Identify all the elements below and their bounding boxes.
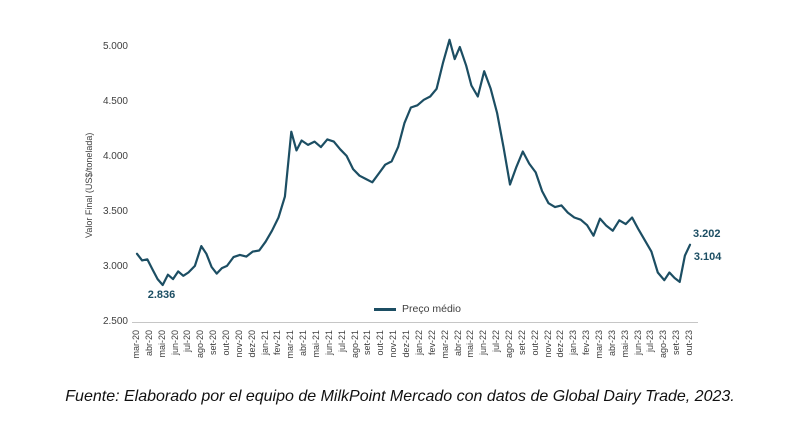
y-tick-label: 2.500 [102, 316, 128, 327]
x-tick-label: abr-22 [452, 330, 463, 357]
y-tick-label: 4.000 [102, 151, 128, 162]
x-tick-label: mai-22 [465, 330, 476, 358]
x-tick-label: abr-23 [606, 330, 617, 357]
x-tick-label: abr-20 [143, 330, 154, 357]
x-tick-label: mar-21 [285, 330, 296, 359]
x-tick-label: set-23 [671, 330, 682, 356]
legend-label: Preço médio [402, 303, 461, 315]
y-tick-label: 4.500 [102, 96, 128, 107]
x-tick-label: jul-20 [182, 330, 193, 353]
x-tick-label: mai-23 [619, 330, 630, 358]
x-tick-label: jul-22 [491, 330, 502, 353]
x-tick-label: ago-21 [349, 330, 360, 359]
legend: Preço médio [135, 303, 700, 315]
x-tick-label: mar-23 [593, 330, 604, 359]
x-tick-label: out-21 [375, 330, 386, 356]
y-tick-label: 3.000 [102, 261, 128, 272]
x-tick-label: jun-22 [478, 330, 489, 356]
data-label: 3.104 [693, 250, 722, 263]
x-tick-label: ago-22 [503, 330, 514, 359]
x-tick-label: nov-22 [542, 330, 553, 358]
x-tick-label: fev-23 [581, 330, 592, 356]
price-line [135, 38, 692, 287]
x-tick-label: jun-20 [169, 330, 180, 356]
x-tick-label: abr-21 [298, 330, 309, 357]
y-tick-label: 3.500 [102, 206, 128, 217]
x-tick-label: mar-20 [131, 330, 141, 359]
x-tick-label: jan-23 [568, 330, 579, 356]
x-tick-label: fev-21 [272, 330, 283, 356]
x-tick-label: jul-21 [336, 330, 347, 353]
x-tick-label: dez-22 [555, 330, 566, 358]
x-tick-label: ago-20 [195, 330, 206, 359]
x-tick-label: out-22 [529, 330, 540, 356]
x-tick-label: dez-20 [246, 330, 257, 358]
x-tick-label: out-23 [684, 330, 694, 356]
x-tick-label: jun-23 [632, 330, 643, 356]
x-tick-label: mai-21 [311, 330, 322, 358]
x-tick-label: jan-22 [413, 330, 424, 356]
x-tick-label: jun-21 [323, 330, 334, 356]
data-label: 3.202 [693, 227, 721, 240]
x-tick-label: set-22 [516, 330, 527, 356]
x-tick-label: fev-22 [426, 330, 437, 356]
x-tick-label: out-20 [221, 330, 232, 356]
y-tick-label: 5.000 [102, 41, 128, 52]
x-tick-label: jan-21 [259, 330, 270, 356]
x-tick-label: set-20 [208, 330, 219, 356]
x-tick-label: mai-20 [156, 330, 167, 358]
x-tick-label: nov-21 [388, 330, 399, 358]
x-tick-label: mar-22 [439, 330, 450, 359]
x-tick-label: jul-23 [645, 330, 656, 353]
x-tick-label: ago-23 [658, 330, 669, 359]
x-tick-label: set-21 [362, 330, 373, 356]
source-caption: Fuente: Elaborado por el equipo de MilkP… [65, 388, 735, 405]
legend-line-swatch [374, 307, 397, 311]
x-tick-label: dez-21 [401, 330, 412, 358]
data-label: 2.836 [147, 289, 176, 302]
y-axis-title: Valor Final (US$/tonelada) [84, 132, 94, 238]
x-tick-label: nov-20 [233, 330, 244, 358]
